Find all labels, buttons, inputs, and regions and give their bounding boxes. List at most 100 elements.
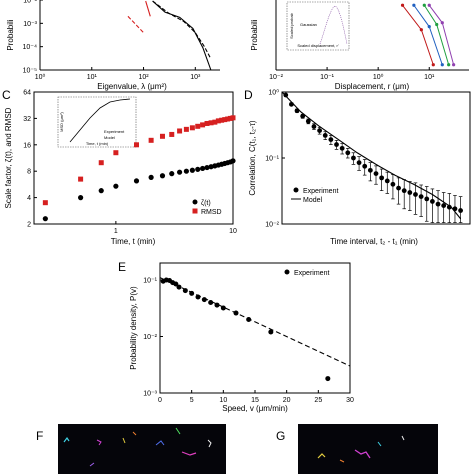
panel-d-experiment-point [379, 175, 385, 181]
panel-b-inset-gaussian: Gaussian [300, 22, 317, 27]
panel-b-xtick-label: 10⁰ [373, 73, 384, 81]
panel-c-rmsd-point [212, 119, 218, 125]
panel-g-image [298, 424, 438, 474]
panel-b-series-point [435, 22, 439, 27]
panel-a-series-line-1 [152, 0, 212, 60]
panel-f-track-pink [181, 451, 197, 456]
panel-c-label: C [2, 88, 11, 102]
panel-c-ytick-label: 64 [23, 90, 31, 97]
panel-e-ytick-label: 10⁻³ [143, 391, 157, 398]
panel-e-ytick-label: 10⁻² [143, 334, 157, 341]
panel-f-track-yellow [122, 437, 126, 444]
panel-e-label: E [118, 260, 126, 274]
panel-c-legend-marker-rmsd [192, 208, 198, 214]
panel-b-xtick-label: 10⁻¹ [320, 74, 334, 81]
panel-e-legend: Experiment [284, 269, 329, 277]
panel-d-experiment-point [367, 167, 373, 173]
panel-b-xlabel: Displacement, r (μm) [335, 82, 410, 91]
panel-e-experiment-point [173, 281, 179, 287]
panel-c-ytick-label: 2 [27, 222, 31, 229]
panel-d-experiment-point [407, 190, 413, 195]
panel-c-ytick-label: 32 [23, 116, 31, 123]
panel-f-image [58, 424, 226, 474]
panel-c-rmsd-point [148, 137, 154, 143]
panel-c-rmsd-point [183, 126, 189, 132]
panel-e-xtick-label: 25 [314, 397, 322, 404]
panel-c-legend-rmsd: RMSD [201, 209, 222, 216]
panel-c-legend-zeta: ζ(t) [201, 200, 211, 207]
panel-b-series-line-3 [428, 4, 455, 65]
panel-b-inset-xlabel: Scaled displacement, r' [297, 43, 338, 48]
panel-e-xtick-label: 15 [251, 397, 259, 404]
panel-d-label: D [244, 88, 253, 102]
panel-d-experiment-point [356, 160, 362, 166]
panel-b-series-point [440, 63, 444, 67]
panel-e-legend-experiment: Experiment [294, 270, 329, 277]
panel-d-experiment-point [390, 181, 396, 187]
panel-g-tracks [317, 435, 405, 463]
panel-d-experiment-point [339, 145, 345, 151]
panel-e-experiment-point [176, 284, 182, 290]
panel-b-series-line-0 [402, 4, 434, 65]
panel-d-experiment-point [334, 142, 339, 147]
panel-e-experiment-point [195, 294, 201, 300]
panel-d-legend-model: Model [303, 197, 323, 204]
panel-c-zeta-point [42, 216, 48, 222]
panel-e-xtick-label: 20 [283, 397, 291, 404]
panel-c-xtick-label: 10 [229, 228, 237, 235]
panel-d-legend-marker-experiment [293, 187, 299, 193]
panel-c-inset-legend-1: Experiment [104, 129, 125, 134]
panel-e-experiment-point [268, 329, 274, 335]
panel-e-xtick-label: 0 [158, 397, 162, 404]
panel-c-zeta-point [113, 183, 119, 189]
panel-c-rmsd-point [189, 125, 195, 131]
panel-e-experiment-point [325, 376, 331, 382]
panel-b-ylabel: Probabili [250, 19, 259, 50]
panel-b-xtick-label: 10⁻² [269, 74, 283, 81]
panel-d-experiment-point [345, 150, 351, 156]
panel-c-rmsd-point [208, 120, 214, 126]
panel-b-series-point [427, 25, 431, 29]
panel-f-track-green [175, 427, 181, 435]
panel-e-experiment-point [214, 302, 220, 308]
panel-f-track-white [207, 439, 212, 448]
panel-d-experiment-point [441, 203, 447, 209]
panel-e-ylabel: Probability density, P(v) [129, 286, 138, 370]
panel-d-model-line [281, 91, 462, 220]
panel-c-rmsd-point [98, 160, 104, 166]
panel-e-experiment-point [189, 290, 195, 296]
panel-c-rmsd-point [195, 123, 201, 129]
panel-c-zeta-point [98, 188, 104, 194]
panel-d-experiment-point [424, 196, 430, 202]
panel-a-ytick-label: 10⁻³ [23, 21, 37, 28]
panel-d-experiment-point [435, 201, 441, 207]
panel-d-experiment-point [328, 137, 334, 143]
panel-b-series-point [452, 63, 456, 67]
panel-b-xtick-label: 10¹ [424, 74, 435, 81]
panel-a-ytick-label: 10⁻² [23, 0, 37, 5]
panel-e-xlabel: Speed, v (μm/min) [222, 404, 288, 413]
panel-a-xtick-label: 10² [138, 74, 149, 81]
panel-c-rmsd-point [133, 142, 139, 148]
panel-f-track-orange [132, 431, 137, 436]
panel-b: 10⁻² 10⁻¹ 10⁰ 10¹ Gaussian Scaled displacem… [250, 0, 469, 91]
panel-d-ylabel: Correlation, C(t₁, t₂-τ) [248, 120, 257, 196]
panel-c-zeta-point [195, 166, 201, 172]
panel-d-experiment-point [373, 171, 379, 177]
panel-d-experiment-point [305, 118, 311, 124]
panel-a-xtick-label: 10³ [190, 74, 201, 81]
panel-c-zeta-point [204, 164, 210, 171]
panel-c-rmsd-point [200, 122, 206, 128]
panel-c-inset-legend-2: Model [104, 135, 115, 140]
panel-d-experiment-point [446, 204, 452, 210]
panel-a-xlabel: Eigenvalue, λ (μm²) [97, 82, 167, 91]
panel-d-experiment-point [430, 199, 435, 204]
panel-b-inset [286, 1, 350, 51]
panel-d-experiment-point [317, 128, 322, 134]
panel-a-xtick-label: 10⁰ [35, 73, 46, 81]
panel-e-experiment-point [246, 316, 252, 322]
panel-g: G [276, 424, 438, 474]
panel-a-series-line-3 [145, 0, 151, 17]
panel-c-zeta-point [159, 173, 166, 179]
panel-f-track-magenta [96, 439, 102, 446]
